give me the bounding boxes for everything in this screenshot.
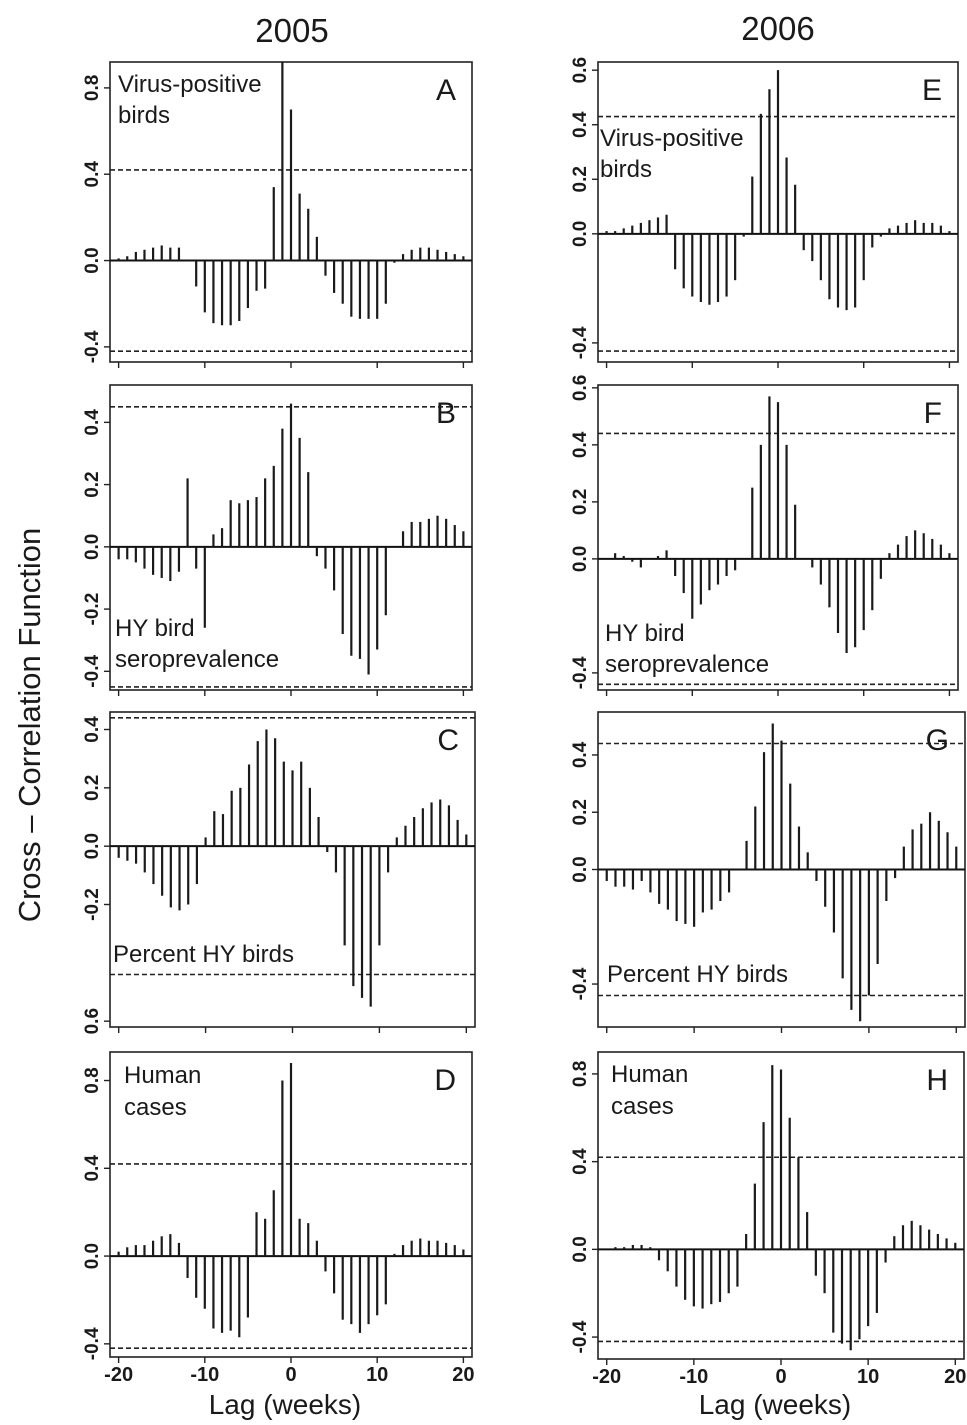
y-tick-label: 0.4 (82, 161, 103, 188)
y-tick-label: 0.4 (570, 741, 591, 768)
panel-annotation: cases (124, 1094, 187, 1121)
x-tick-label: 0 (285, 1364, 296, 1386)
panel-annotation: Virus-positive (600, 125, 744, 152)
y-tick-label: -0.4 (82, 655, 103, 688)
panel-annotation: birds (600, 156, 652, 183)
y-axis-label: Cross – Correlation Function (12, 528, 47, 923)
panel-annotation: cases (611, 1093, 674, 1120)
panel-annotation: Human (611, 1061, 688, 1088)
y-tick-label: 0.4 (82, 1155, 103, 1182)
y-tick-label: 0.8 (570, 1061, 591, 1087)
x-axis-label-2006: Lag (weeks) (699, 1389, 852, 1420)
panel-letter: H (926, 1064, 948, 1097)
panel-annotation: HY bird (115, 615, 195, 642)
y-tick-label: 0.4 (570, 1148, 591, 1175)
x-tick-label: 10 (857, 1366, 879, 1388)
x-tick-label: -10 (190, 1364, 219, 1386)
panel-letter: F (924, 397, 942, 430)
y-tick-label: -0.2 (82, 593, 103, 626)
panel-annotation: Percent HY birds (607, 961, 788, 988)
panel-letter: E (922, 74, 942, 107)
x-tick-label: -20 (104, 1364, 133, 1386)
y-tick-label: -0.4 (570, 656, 591, 689)
panel-letter: C (437, 724, 459, 757)
column-title-2005: 2005 (255, 12, 328, 49)
column-title-2006: 2006 (741, 10, 814, 47)
panel-annotation: Virus-positive (118, 71, 262, 98)
y-tick-label: 0.2 (82, 775, 103, 801)
y-tick-label: 0.4 (82, 716, 103, 743)
panel-annotation: seroprevalence (605, 651, 769, 678)
y-tick-label: -0.4 (82, 330, 103, 363)
y-tick-label: 0.2 (570, 799, 591, 825)
x-tick-label: 0 (775, 1366, 786, 1388)
y-tick-label: 0.0 (570, 221, 591, 247)
panel-letter: A (436, 74, 456, 107)
y-tick-label: 0.0 (570, 856, 591, 882)
y-tick-label: 0.6 (570, 375, 591, 401)
panel-g: -0.4 0.0 0.2 0.4 G Percent HY birds (570, 711, 966, 1033)
y-tick-label: 0.2 (82, 471, 103, 497)
panel-a: -0.4 0.0 0.4 0.8 A Virus-positive birds (82, 61, 473, 368)
y-tick-label: 0.0 (82, 833, 103, 859)
plot-frame (109, 711, 476, 1028)
panel-h: -0.4 0.0 0.4 0.8 -20 -10 0 10 20 H Human cases (570, 1051, 966, 1388)
x-tick-label: -10 (679, 1366, 708, 1388)
y-tick-label: 0.0 (570, 1236, 591, 1262)
panel-annotation: Human (124, 1062, 201, 1089)
x-tick-label: 10 (366, 1364, 388, 1386)
y-tick-label: 0.8 (82, 1067, 103, 1093)
y-tick-label: 0.0 (82, 534, 103, 560)
y-tick-label: 0.2 (570, 489, 591, 515)
panel-annotation: Percent HY birds (113, 941, 294, 968)
panel-letter: B (436, 397, 456, 430)
y-tick-label: 0.4 (570, 111, 591, 138)
x-tick-label: 20 (452, 1364, 474, 1386)
panel-c: 0.6 -0.2 0.0 0.2 0.4 C Percent HY birds (82, 711, 476, 1034)
x-tick-label: -20 (592, 1366, 621, 1388)
y-tick-label: 0.4 (82, 409, 103, 436)
x-tick-label: 20 (944, 1366, 966, 1388)
y-tick-label: 0.4 (570, 431, 591, 458)
panel-annotation: seroprevalence (115, 646, 279, 673)
y-tick-label: 0.6 (82, 1008, 103, 1034)
y-tick-label: -0.4 (570, 326, 591, 359)
chart-panels: -0.40.00.40.8 AVirus-positivebirds-0.4-0.… (82, 57, 966, 1388)
panel-annotation: birds (118, 102, 170, 129)
y-tick-label: -0.2 (82, 888, 103, 921)
panel-e: -0.4 0.0 0.2 0.4 0.6 E Virus-positive birds (570, 57, 959, 368)
y-tick-label: 0.0 (82, 247, 103, 273)
y-tick-label: 0.0 (570, 546, 591, 572)
panel-d: -0.4 0.0 0.4 0.8 -20 -10 0 10 20 D Human cases (82, 1051, 475, 1386)
y-tick-label: -0.4 (82, 1327, 103, 1360)
y-tick-label: 0.8 (82, 75, 103, 101)
y-tick-label: 0.0 (82, 1243, 103, 1269)
y-tick-label: -0.4 (570, 967, 591, 1000)
x-axis-label-2005: Lag (weeks) (209, 1389, 362, 1420)
panel-annotation: HY bird (605, 620, 685, 647)
y-tick-label: 0.6 (570, 57, 591, 83)
y-tick-label: 0.2 (570, 166, 591, 192)
y-tick-label: -0.4 (570, 1320, 591, 1353)
panel-f: -0.4 0.0 0.2 0.4 0.6 F HY bird seroprevalence (570, 375, 959, 696)
panel-letter: D (434, 1064, 456, 1097)
panel-b: -0.4 -0.2 0.0 0.2 0.4 B HY bird seroprevalence (82, 384, 473, 696)
panel-letter: G (926, 724, 949, 757)
